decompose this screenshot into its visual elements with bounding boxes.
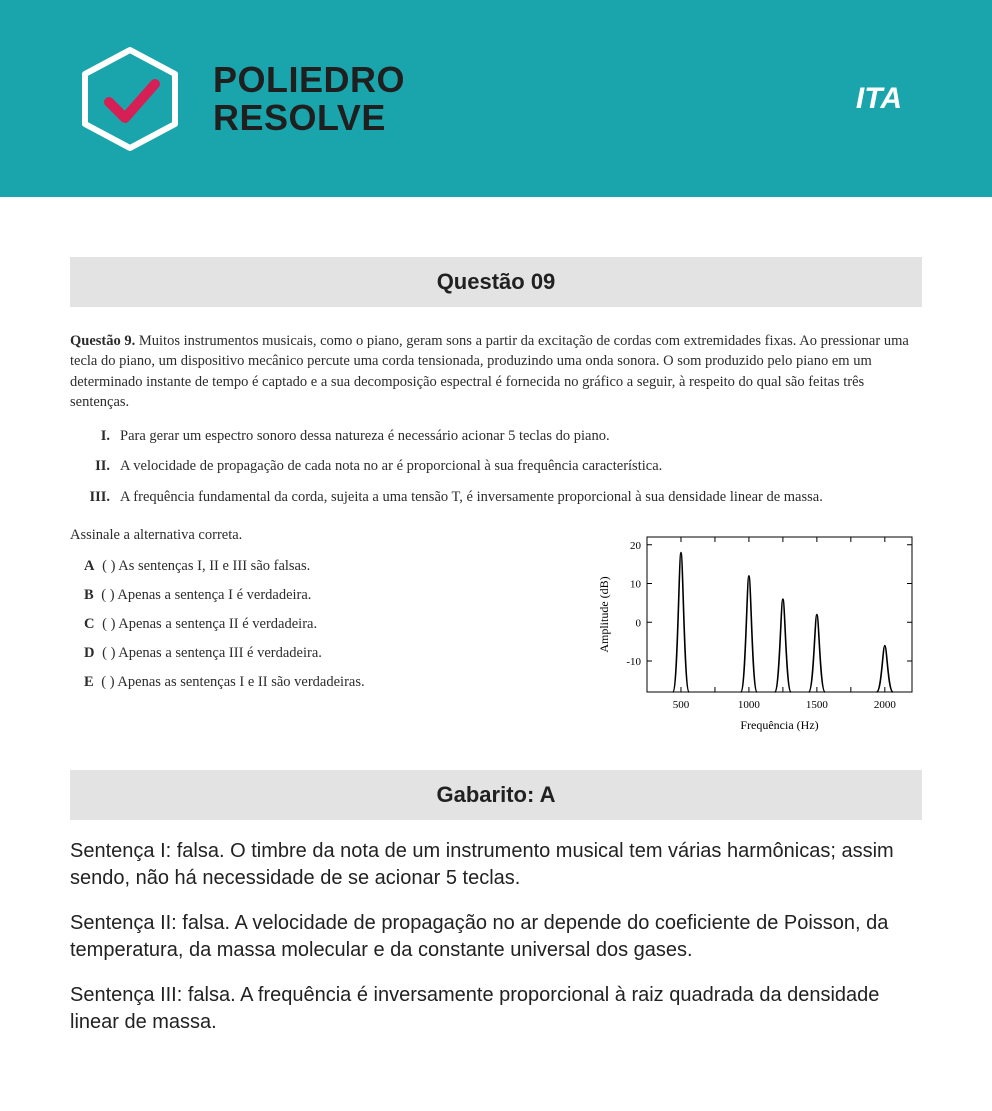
statement-text: A velocidade de propagação de cada nota …	[120, 456, 662, 476]
statement-item: III. A frequência fundamental da corda, s…	[82, 487, 922, 507]
brand-block: POLIEDRO RESOLVE	[75, 44, 405, 154]
alternative-paren: ( )	[98, 674, 118, 690]
exam-label: ITA	[856, 82, 902, 116]
alternative-item: E ( ) Apenas as sentenças I e II são ver…	[84, 674, 562, 691]
alternative-text: Apenas a sentença I é verdadeira.	[117, 587, 311, 603]
statement-item: I. Para gerar um espectro sonoro dessa na…	[82, 426, 922, 446]
explanation-paragraph: Sentença I: falsa. O timbre da nota de u…	[70, 838, 922, 892]
answer-explanation: Sentença I: falsa. O timbre da nota de u…	[70, 838, 922, 1036]
alternative-item: C ( ) Apenas a sentença II é verdadeira.	[84, 616, 562, 633]
alternative-letter: B	[84, 587, 94, 603]
brand-hex-icon	[75, 44, 185, 154]
svg-text:Amplitude (dB): Amplitude (dB)	[597, 576, 611, 652]
statement-text: A frequência fundamental da corda, sujei…	[120, 487, 823, 507]
alternative-text: As sentenças I, II e III são falsas.	[118, 558, 310, 574]
alternative-text: Apenas a sentença II é verdadeira.	[118, 616, 317, 632]
explanation-paragraph: Sentença III: falsa. A frequência é inve…	[70, 982, 922, 1036]
svg-text:20: 20	[630, 540, 642, 552]
svg-text:0: 0	[636, 617, 642, 629]
alternative-letter: A	[84, 558, 94, 574]
svg-text:Frequência (Hz): Frequência (Hz)	[740, 718, 818, 732]
question-label: Questão 9.	[70, 333, 135, 349]
spectrum-chart: -10 0 10 20 500 1000 1500 2000 Frequência (Hz) Am…	[592, 527, 922, 742]
alternatives-block: Assinale a alternativa correta. A ( ) As…	[70, 527, 562, 703]
statement-text: Para gerar um espectro sonoro dessa natu…	[120, 426, 610, 446]
alternatives-prompt: Assinale a alternativa correta.	[70, 527, 562, 544]
statement-num: I.	[82, 426, 110, 446]
alternative-paren: ( )	[98, 616, 118, 632]
alternative-text: Apenas as sentenças I e II são verdadeir…	[117, 674, 364, 690]
alternative-paren: ( )	[98, 645, 118, 661]
question-body-text: Muitos instrumentos musicais, como o pia…	[70, 333, 909, 410]
question-title-bar: Questão 09	[70, 257, 922, 307]
alternative-text: Apenas a sentença III é verdadeira.	[118, 645, 322, 661]
svg-text:500: 500	[673, 699, 690, 711]
question-body: Questão 9. Muitos instrumentos musicais,…	[70, 331, 922, 412]
alternative-letter: E	[84, 674, 94, 690]
statement-list: I. Para gerar um espectro sonoro dessa na…	[82, 426, 922, 507]
svg-text:2000: 2000	[874, 699, 897, 711]
svg-text:1500: 1500	[806, 699, 829, 711]
svg-text:1000: 1000	[738, 699, 761, 711]
alternative-paren: ( )	[98, 587, 118, 603]
brand-text: POLIEDRO RESOLVE	[213, 61, 405, 137]
brand-line1: POLIEDRO	[213, 61, 405, 99]
content-area: Questão 09 Questão 9. Muitos instrumento…	[0, 197, 992, 1094]
alternatives-and-chart: Assinale a alternativa correta. A ( ) As…	[70, 527, 922, 742]
explanation-paragraph: Sentença II: falsa. A velocidade de prop…	[70, 910, 922, 964]
svg-text:10: 10	[630, 579, 642, 591]
statement-num: III.	[82, 487, 110, 507]
statement-item: II. A velocidade de propagação de cada no…	[82, 456, 922, 476]
alternative-letter: C	[84, 616, 94, 632]
page-header: POLIEDRO RESOLVE ITA	[0, 0, 992, 197]
brand-line2: RESOLVE	[213, 99, 405, 137]
alternative-item: D ( ) Apenas a sentença III é verdadeira…	[84, 645, 562, 662]
alternative-letter: D	[84, 645, 94, 661]
alternative-paren: ( )	[98, 558, 118, 574]
svg-text:-10: -10	[626, 656, 641, 668]
statement-num: II.	[82, 456, 110, 476]
answer-title-bar: Gabarito: A	[70, 770, 922, 820]
alternative-item: B ( ) Apenas a sentença I é verdadeira.	[84, 587, 562, 604]
alternative-item: A ( ) As sentenças I, II e III são falsa…	[84, 558, 562, 575]
